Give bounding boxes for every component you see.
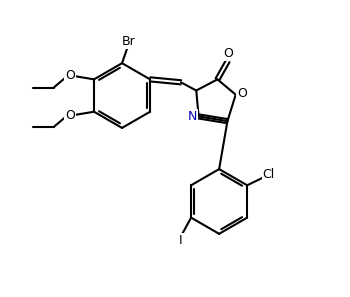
Text: N: N xyxy=(188,110,197,123)
Text: Br: Br xyxy=(122,35,136,48)
Text: O: O xyxy=(223,47,233,60)
Text: O: O xyxy=(65,109,75,122)
Text: O: O xyxy=(65,69,75,82)
Text: Cl: Cl xyxy=(262,168,275,181)
Text: I: I xyxy=(179,234,183,247)
Text: O: O xyxy=(237,87,247,100)
